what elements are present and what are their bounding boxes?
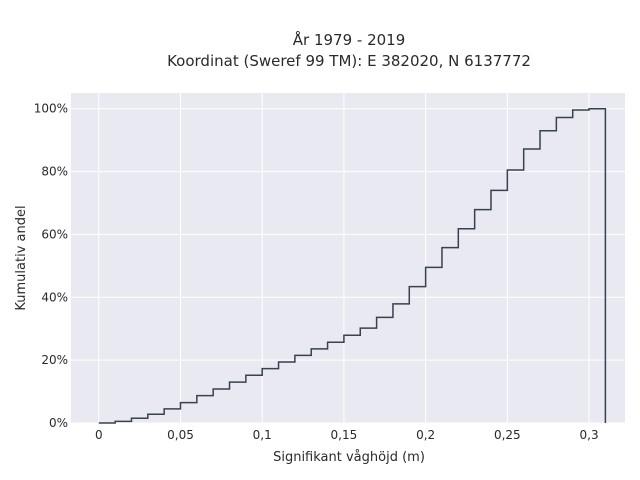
x-tick-label: 0,25 bbox=[494, 428, 521, 442]
y-tick-label: 0% bbox=[49, 416, 68, 430]
y-axis-title: Kumulativ andel bbox=[14, 205, 29, 310]
chart-title-line2: Koordinat (Sweref 99 TM): E 382020, N 61… bbox=[167, 52, 531, 70]
y-tick-label: 60% bbox=[41, 227, 68, 241]
x-tick-label: 0,2 bbox=[416, 428, 435, 442]
y-tick-label: 80% bbox=[41, 165, 68, 179]
y-tick-label: 40% bbox=[41, 290, 68, 304]
x-tick-label: 0,15 bbox=[331, 428, 358, 442]
x-tick-label: 0,1 bbox=[253, 428, 272, 442]
y-tick-label: 20% bbox=[41, 353, 68, 367]
x-tick-labels: 0 0,05 0,1 0,15 0,2 0,25 0,3 bbox=[95, 428, 599, 442]
cumulative-step-line bbox=[98, 107, 607, 424]
y-tick-label: 100% bbox=[34, 102, 68, 116]
x-tick-label: 0,3 bbox=[580, 428, 599, 442]
x-axis-title: Signifikant våghöjd (m) bbox=[273, 450, 425, 465]
plot-background bbox=[71, 93, 625, 423]
x-tick-label: 0 bbox=[95, 428, 103, 442]
y-tick-labels: 0% 20% 40% 60% 80% 100% bbox=[34, 102, 68, 430]
grid-lines bbox=[71, 93, 625, 424]
chart-title-line1: År 1979 - 2019 bbox=[293, 30, 406, 49]
series-layer bbox=[98, 107, 607, 424]
x-tick-label: 0,05 bbox=[167, 428, 194, 442]
